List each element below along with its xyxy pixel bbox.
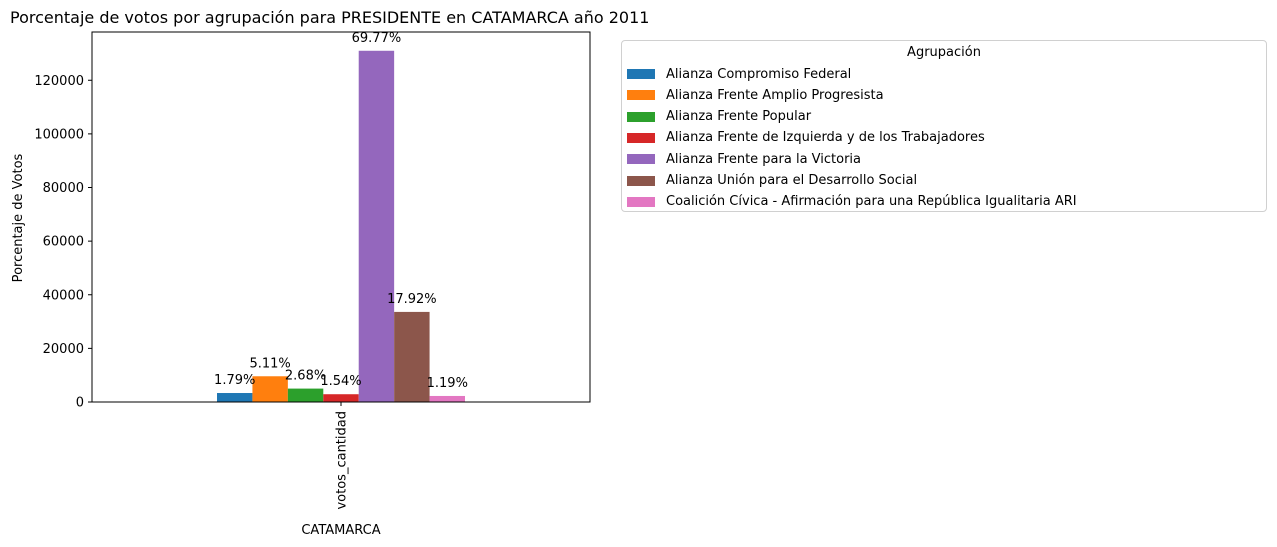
x-axis-label: CATAMARCA [301, 523, 380, 538]
legend-swatch [627, 196, 655, 207]
legend-label: Alianza Unión para el Desarrollo Social [666, 173, 918, 188]
y-tick-label: 40000 [43, 288, 84, 303]
legend-item: Alianza Frente de Izquierda y de los Tra… [627, 129, 985, 147]
bar-data-label: 17.92% [387, 292, 437, 307]
bar-data-label: 1.79% [214, 373, 255, 388]
legend-swatch [627, 69, 655, 79]
legend-swatch [627, 175, 655, 186]
bar-data-label: 69.77% [352, 31, 402, 46]
legend-swatch [627, 90, 655, 101]
bar [429, 395, 465, 402]
legend-swatch [627, 111, 655, 122]
bar [287, 388, 324, 402]
chart-title: Porcentaje de votos por agrupación para … [10, 8, 649, 27]
bars-group [217, 50, 465, 402]
legend-item: Coalición Cívica - Afirmación para una R… [627, 193, 1077, 211]
bar-labels-group: 1.79% 5.11%2.68%1.54% 69.77% 17.92% 1.19% [214, 31, 468, 391]
legend-item: Alianza Compromiso Federal [627, 65, 851, 83]
legend-item: Alianza Frente Amplio Progresista [627, 86, 884, 104]
plot-area-frame [91, 31, 591, 403]
x-axis-ticks: votos_cantidad [335, 402, 350, 510]
bar-data-label: 1.54% [320, 374, 361, 389]
bar [252, 376, 288, 402]
legend-label: Alianza Frente de Izquierda y de los Tra… [666, 130, 985, 146]
legend: Agrupación Alianza Compromiso Federal Ali… [621, 40, 1267, 212]
bar [358, 50, 395, 402]
legend-swatch [627, 154, 655, 165]
y-tick-label: 0 [76, 396, 84, 411]
bar-data-label: 1.19% [427, 376, 468, 391]
y-axis-label: Porcentaje de Votos [11, 153, 26, 282]
legend-item: Alianza Unión para el Desarrollo Social [627, 172, 917, 190]
legend-title: Agrupación [907, 45, 981, 60]
y-tick-label: 20000 [43, 342, 84, 357]
legend-swatch [627, 132, 655, 143]
bar-data-label: 5.11% [249, 356, 290, 371]
legend-item: Alianza Frente para la Victoria [627, 150, 861, 168]
legend-label: Coalición Cívica - Afirmación para una R… [666, 194, 1077, 210]
legend-label: Alianza Frente Amplio Progresista [666, 87, 884, 103]
bar-data-label: 2.68% [285, 369, 326, 384]
y-tick-label: 120000 [34, 74, 84, 89]
y-tick-label: 60000 [43, 235, 84, 250]
y-tick-label: 100000 [34, 127, 84, 142]
y-axis-ticks: 0 20000 40000 60000 80000 100000 120000 [34, 74, 92, 411]
bar [323, 394, 359, 402]
legend-label: Alianza Frente Popular [666, 109, 812, 125]
bar [217, 393, 253, 402]
y-tick-label: 80000 [43, 181, 84, 196]
legend-item: Alianza Frente Popular [627, 108, 811, 126]
bar [394, 311, 430, 402]
legend-label: Alianza Compromiso Federal [666, 66, 852, 82]
legend-label: Alianza Frente para la Victoria [666, 151, 862, 167]
x-tick-label: votos_cantidad [335, 411, 350, 510]
